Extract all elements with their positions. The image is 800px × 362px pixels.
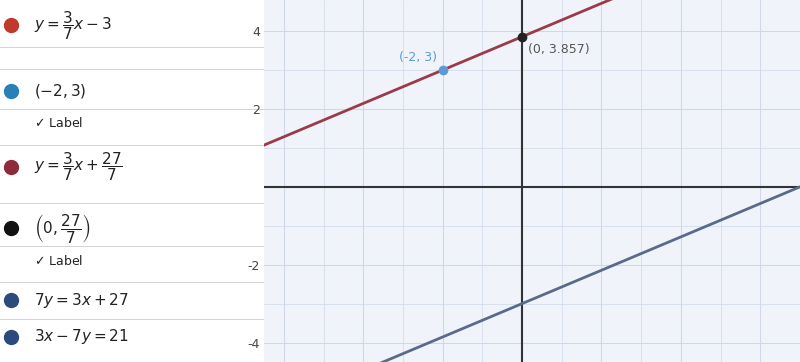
Text: $(-2,3)$: $(-2,3)$ [34,81,87,100]
Text: $7y = 3x + 27$: $7y = 3x + 27$ [34,291,130,310]
Text: $y = \dfrac{3}{7}x - 3$: $y = \dfrac{3}{7}x - 3$ [34,9,112,42]
Text: (-2, 3): (-2, 3) [398,51,437,64]
Text: (0, 3.857): (0, 3.857) [528,43,590,55]
Text: $3x - 7y = 21$: $3x - 7y = 21$ [34,327,129,346]
Text: $\checkmark$ Label: $\checkmark$ Label [34,116,83,130]
Text: $\left(0,\dfrac{27}{7}\right)$: $\left(0,\dfrac{27}{7}\right)$ [34,211,91,245]
Text: $\checkmark$ Label: $\checkmark$ Label [34,254,83,268]
Text: $y = \dfrac{3}{7}x + \dfrac{27}{7}$: $y = \dfrac{3}{7}x + \dfrac{27}{7}$ [34,150,123,183]
